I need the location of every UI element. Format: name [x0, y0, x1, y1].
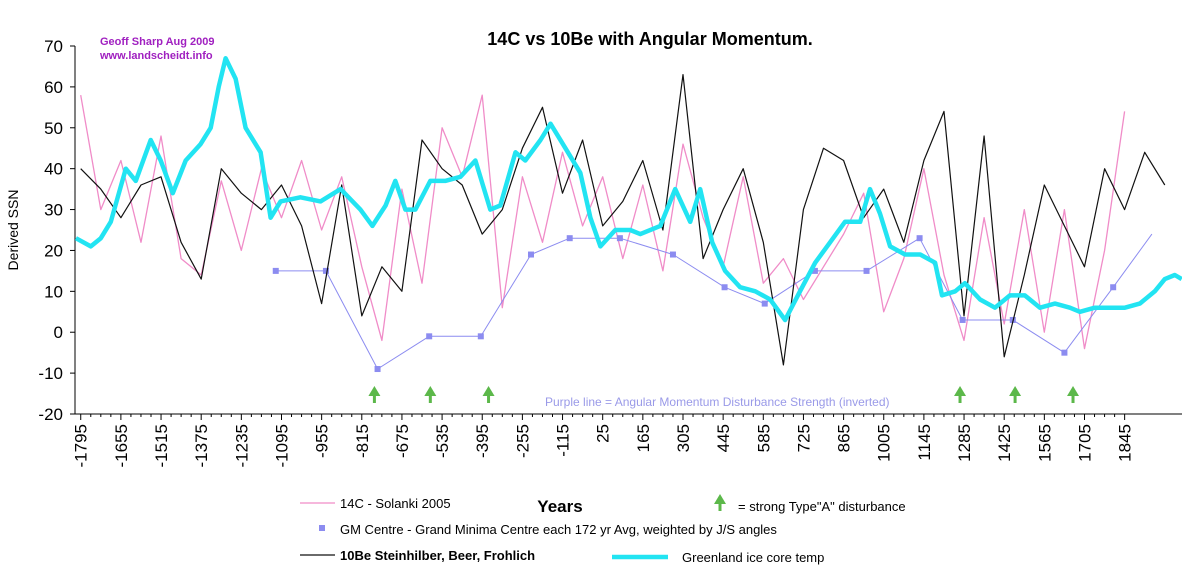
- series-marker: [527, 251, 534, 258]
- series-marker: [1061, 349, 1068, 356]
- series-marker: [616, 235, 623, 242]
- series-marker: [811, 267, 818, 274]
- series-line: [80, 94, 1126, 350]
- x-tick-label: 1565: [1035, 424, 1054, 462]
- x-tick-label: -535: [433, 424, 452, 458]
- series-marker: [426, 333, 433, 340]
- legend-label: 10Be Steinhilber, Beer, Frohlich: [340, 548, 535, 563]
- y-tick-label: 0: [54, 323, 63, 342]
- x-tick-label: -1095: [272, 424, 291, 467]
- arrow-head: [424, 386, 437, 396]
- arrow-head: [714, 494, 726, 504]
- arrow: [1009, 386, 1022, 403]
- legend-label: = strong Type"A" disturbance: [738, 499, 906, 514]
- website: www.landscheidt.info: [99, 50, 213, 62]
- legend-label: 14C - Solanki 2005: [340, 496, 451, 511]
- series-line: [80, 74, 1166, 366]
- y-tick-label: 70: [44, 37, 63, 56]
- y-tick-label: 40: [44, 160, 63, 179]
- y-tick-label: 60: [44, 78, 63, 97]
- series-line: [74, 56, 1182, 323]
- series-marker: [374, 366, 381, 373]
- series-marker: [959, 316, 966, 323]
- x-axis-label: Years: [537, 497, 582, 516]
- x-tick-label: 1845: [1116, 424, 1135, 462]
- y-tick-label: 30: [44, 201, 63, 220]
- legend-label: GM Centre - Grand Minima Centre each 172…: [340, 522, 777, 537]
- arrow: [954, 386, 967, 403]
- arrow-head: [1067, 386, 1080, 396]
- legend-swatch: [319, 525, 325, 531]
- x-tick-label: -1375: [192, 424, 211, 467]
- series-marker: [761, 300, 768, 307]
- x-tick-label: -395: [473, 424, 492, 458]
- series-marker: [669, 251, 676, 258]
- chart-title: 14C vs 10Be with Angular Momentum.: [487, 29, 812, 49]
- x-tick-label: -955: [313, 424, 332, 458]
- arrow: [368, 386, 381, 403]
- series-marker: [916, 235, 923, 242]
- x-tick-label: 725: [794, 424, 813, 452]
- arrow-head: [368, 386, 381, 396]
- x-tick-label: 305: [674, 424, 693, 452]
- x-tick-label: 165: [634, 424, 653, 452]
- y-tick-label: 50: [44, 119, 63, 138]
- y-tick-label: 20: [44, 241, 63, 260]
- x-tick-label: 1705: [1075, 424, 1094, 462]
- legend-label: Greenland ice core temp: [682, 550, 824, 565]
- arrow-stem: [372, 395, 376, 403]
- x-tick-label: -675: [393, 424, 412, 458]
- series-marker: [1110, 284, 1117, 291]
- series-marker: [566, 235, 573, 242]
- arrow-head: [1009, 386, 1022, 396]
- x-tick-label: 585: [754, 424, 773, 452]
- x-tick-label: -255: [513, 424, 532, 458]
- x-tick-label: -115: [554, 424, 573, 457]
- series-marker: [477, 333, 484, 340]
- arrow: [1067, 386, 1080, 403]
- arrow-stem: [1071, 395, 1075, 403]
- x-tick-label: 865: [835, 424, 854, 452]
- x-tick-label: -815: [353, 424, 372, 458]
- arrow-stem: [428, 395, 432, 403]
- arrow-head: [954, 386, 967, 396]
- x-tick-label: 1285: [955, 424, 974, 462]
- series-marker: [721, 284, 728, 291]
- annotation: Purple line = Angular Momentum Disturban…: [545, 395, 890, 409]
- author: Geoff Sharp Aug 2009: [100, 36, 215, 48]
- series-marker: [322, 267, 329, 274]
- x-tick-label: 25: [594, 424, 613, 443]
- series-marker: [272, 267, 279, 274]
- y-axis-label: Derived SSN: [5, 190, 21, 271]
- x-tick-label: 1425: [995, 424, 1014, 462]
- x-tick-label: -1655: [112, 424, 131, 467]
- x-tick-label: -1235: [232, 424, 251, 467]
- x-tick-label: -1795: [72, 424, 91, 467]
- arrow: [714, 494, 726, 511]
- x-tick-label: 445: [714, 424, 733, 452]
- x-tick-label: -1515: [152, 424, 171, 467]
- y-tick-label: -20: [38, 405, 63, 424]
- arrow-stem: [718, 503, 722, 511]
- x-tick-label: 1005: [875, 424, 894, 462]
- y-tick-label: -10: [38, 364, 63, 383]
- arrow: [424, 386, 437, 403]
- arrow: [482, 386, 495, 403]
- arrow-head: [482, 386, 495, 396]
- arrow-stem: [487, 395, 491, 403]
- arrow-stem: [958, 395, 962, 403]
- arrow-stem: [1013, 395, 1017, 403]
- y-tick-label: 10: [44, 282, 63, 301]
- x-tick-label: 1145: [915, 424, 934, 461]
- series-marker: [863, 267, 870, 274]
